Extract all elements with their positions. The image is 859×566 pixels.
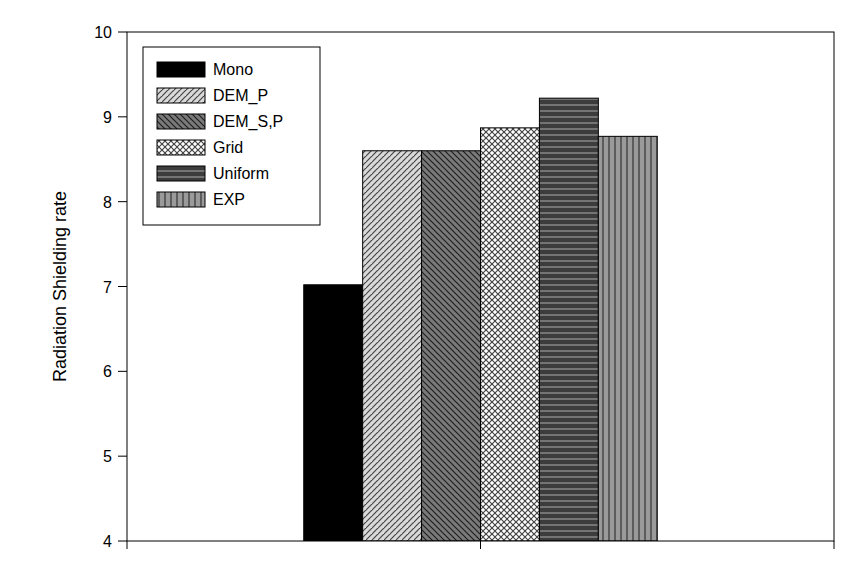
legend-label: DEM_S,P [213,113,283,131]
bar [422,151,481,541]
y-tick [118,201,127,202]
legend: Mono DEM_P DEM_S,P Grid Uniform EXP [143,47,320,225]
y-tick-label: 5 [103,448,112,465]
y-tick-label: 9 [103,109,112,126]
legend-swatch [157,192,205,207]
legend-swatch [157,114,205,129]
y-tick-label: 4 [103,533,112,550]
x-boundary-tick [127,541,128,549]
legend-swatch [157,62,205,77]
legend-box [143,47,320,225]
y-axis-label: Radiation Shielding rate [50,191,70,382]
bar [539,98,598,541]
y-tick [118,541,127,542]
x-tick [480,541,481,549]
legend-label: EXP [213,191,245,208]
y-tick [118,371,127,372]
chart-container: 4 5 6 7 8 9 10 Radiation Shielding rate Mono DEM_… [0,0,859,566]
legend-label: Grid [213,139,243,156]
bars [304,98,658,541]
bar [481,128,540,541]
y-tick [118,456,127,457]
y-tick [118,116,127,117]
y-tick-label: 8 [103,194,112,211]
legend-label: DEM_P [213,87,268,105]
legend-swatch [157,88,205,103]
y-tick [118,32,127,33]
chart-svg: 4 5 6 7 8 9 10 Radiation Shielding rate Mono DEM_… [0,0,859,566]
y-tick-label: 10 [94,24,112,41]
legend-swatch [157,166,205,181]
bar [363,151,422,541]
legend-label: Uniform [213,165,269,182]
bar [304,285,363,541]
plot-frame [127,32,834,541]
legend-label: Mono [213,61,253,78]
y-tick-label: 7 [103,279,112,296]
legend-swatch [157,140,205,155]
y-tick-label: 6 [103,363,112,380]
bar [598,136,657,541]
y-tick [118,286,127,287]
x-boundary-tick [834,541,835,549]
